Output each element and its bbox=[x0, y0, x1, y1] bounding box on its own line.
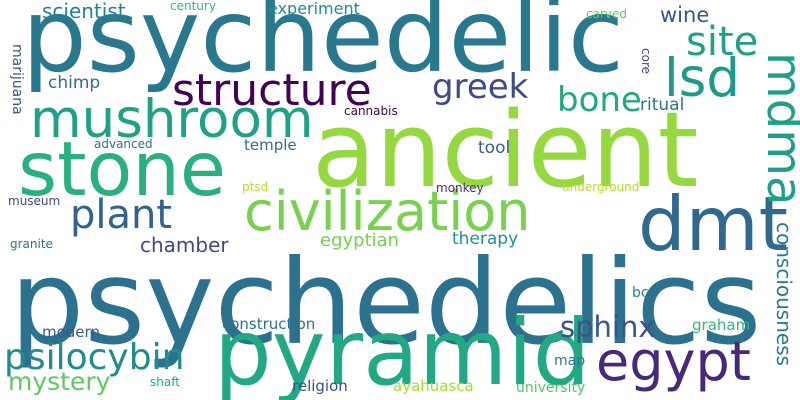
word-tool: tool bbox=[478, 138, 511, 158]
word-structure: structure bbox=[172, 65, 372, 116]
word-psychedelic: psychedelic bbox=[22, 0, 624, 96]
word-ptsd: ptsd bbox=[242, 180, 269, 194]
word-mushroom: mushroom bbox=[30, 89, 314, 150]
word-university: university bbox=[516, 380, 586, 396]
word-underground: underground bbox=[562, 180, 640, 194]
word-century: century bbox=[170, 0, 216, 13]
word-map: map bbox=[554, 353, 586, 369]
word-temple: temple bbox=[244, 136, 297, 154]
word-wine: wine bbox=[660, 3, 710, 27]
word-consciousness: consciousness bbox=[772, 222, 796, 367]
word-bone: bone bbox=[557, 80, 642, 120]
word-greek: greek bbox=[432, 67, 529, 107]
word-lsd: lsd bbox=[664, 48, 740, 109]
word-civilization: civilization bbox=[244, 180, 531, 243]
word-marijuana: marijuana bbox=[9, 44, 25, 115]
word-egypt: egypt bbox=[596, 330, 751, 393]
word-granite: granite bbox=[10, 237, 53, 251]
word-modern: modern bbox=[42, 323, 100, 341]
word-therapy: therapy bbox=[452, 229, 519, 249]
word-graham: graham bbox=[692, 316, 751, 334]
word-religion: religion bbox=[292, 377, 348, 395]
word-chamber: chamber bbox=[140, 233, 229, 257]
word-construction: construction bbox=[222, 315, 316, 333]
word-egyptian: egyptian bbox=[320, 230, 400, 251]
word-museum: museum bbox=[8, 194, 61, 208]
word-plant: plant bbox=[70, 192, 173, 238]
word-ayahuasca: ayahuasca bbox=[393, 377, 474, 395]
word-monkey: monkey bbox=[436, 181, 484, 195]
word-core: core bbox=[639, 48, 653, 74]
word-dmt: dmt bbox=[638, 180, 789, 268]
word-bc: bc bbox=[632, 285, 649, 301]
word-psilocybin: psilocybin bbox=[4, 337, 185, 378]
word-site: site bbox=[686, 19, 759, 65]
word-carved: carved bbox=[586, 7, 627, 21]
word-sphinx: sphinx bbox=[560, 310, 656, 344]
word-experiment: experiment bbox=[268, 0, 360, 18]
word-psychedelics: psychedelics bbox=[10, 234, 762, 371]
word-mdma: mdma bbox=[756, 52, 800, 206]
word-ancient: ancient bbox=[312, 89, 699, 211]
word-advanced: advanced bbox=[94, 137, 153, 151]
word-stone: stone bbox=[18, 125, 227, 213]
word-chimp: chimp bbox=[48, 73, 101, 93]
word-cannabis: cannabis bbox=[344, 104, 398, 118]
word-pyramid: pyramid bbox=[214, 301, 591, 400]
word-mystery: mystery bbox=[8, 367, 111, 396]
word-ritual: ritual bbox=[640, 95, 685, 115]
word-shaft: shaft bbox=[150, 375, 180, 389]
word-scientist: scientist bbox=[42, 0, 126, 23]
